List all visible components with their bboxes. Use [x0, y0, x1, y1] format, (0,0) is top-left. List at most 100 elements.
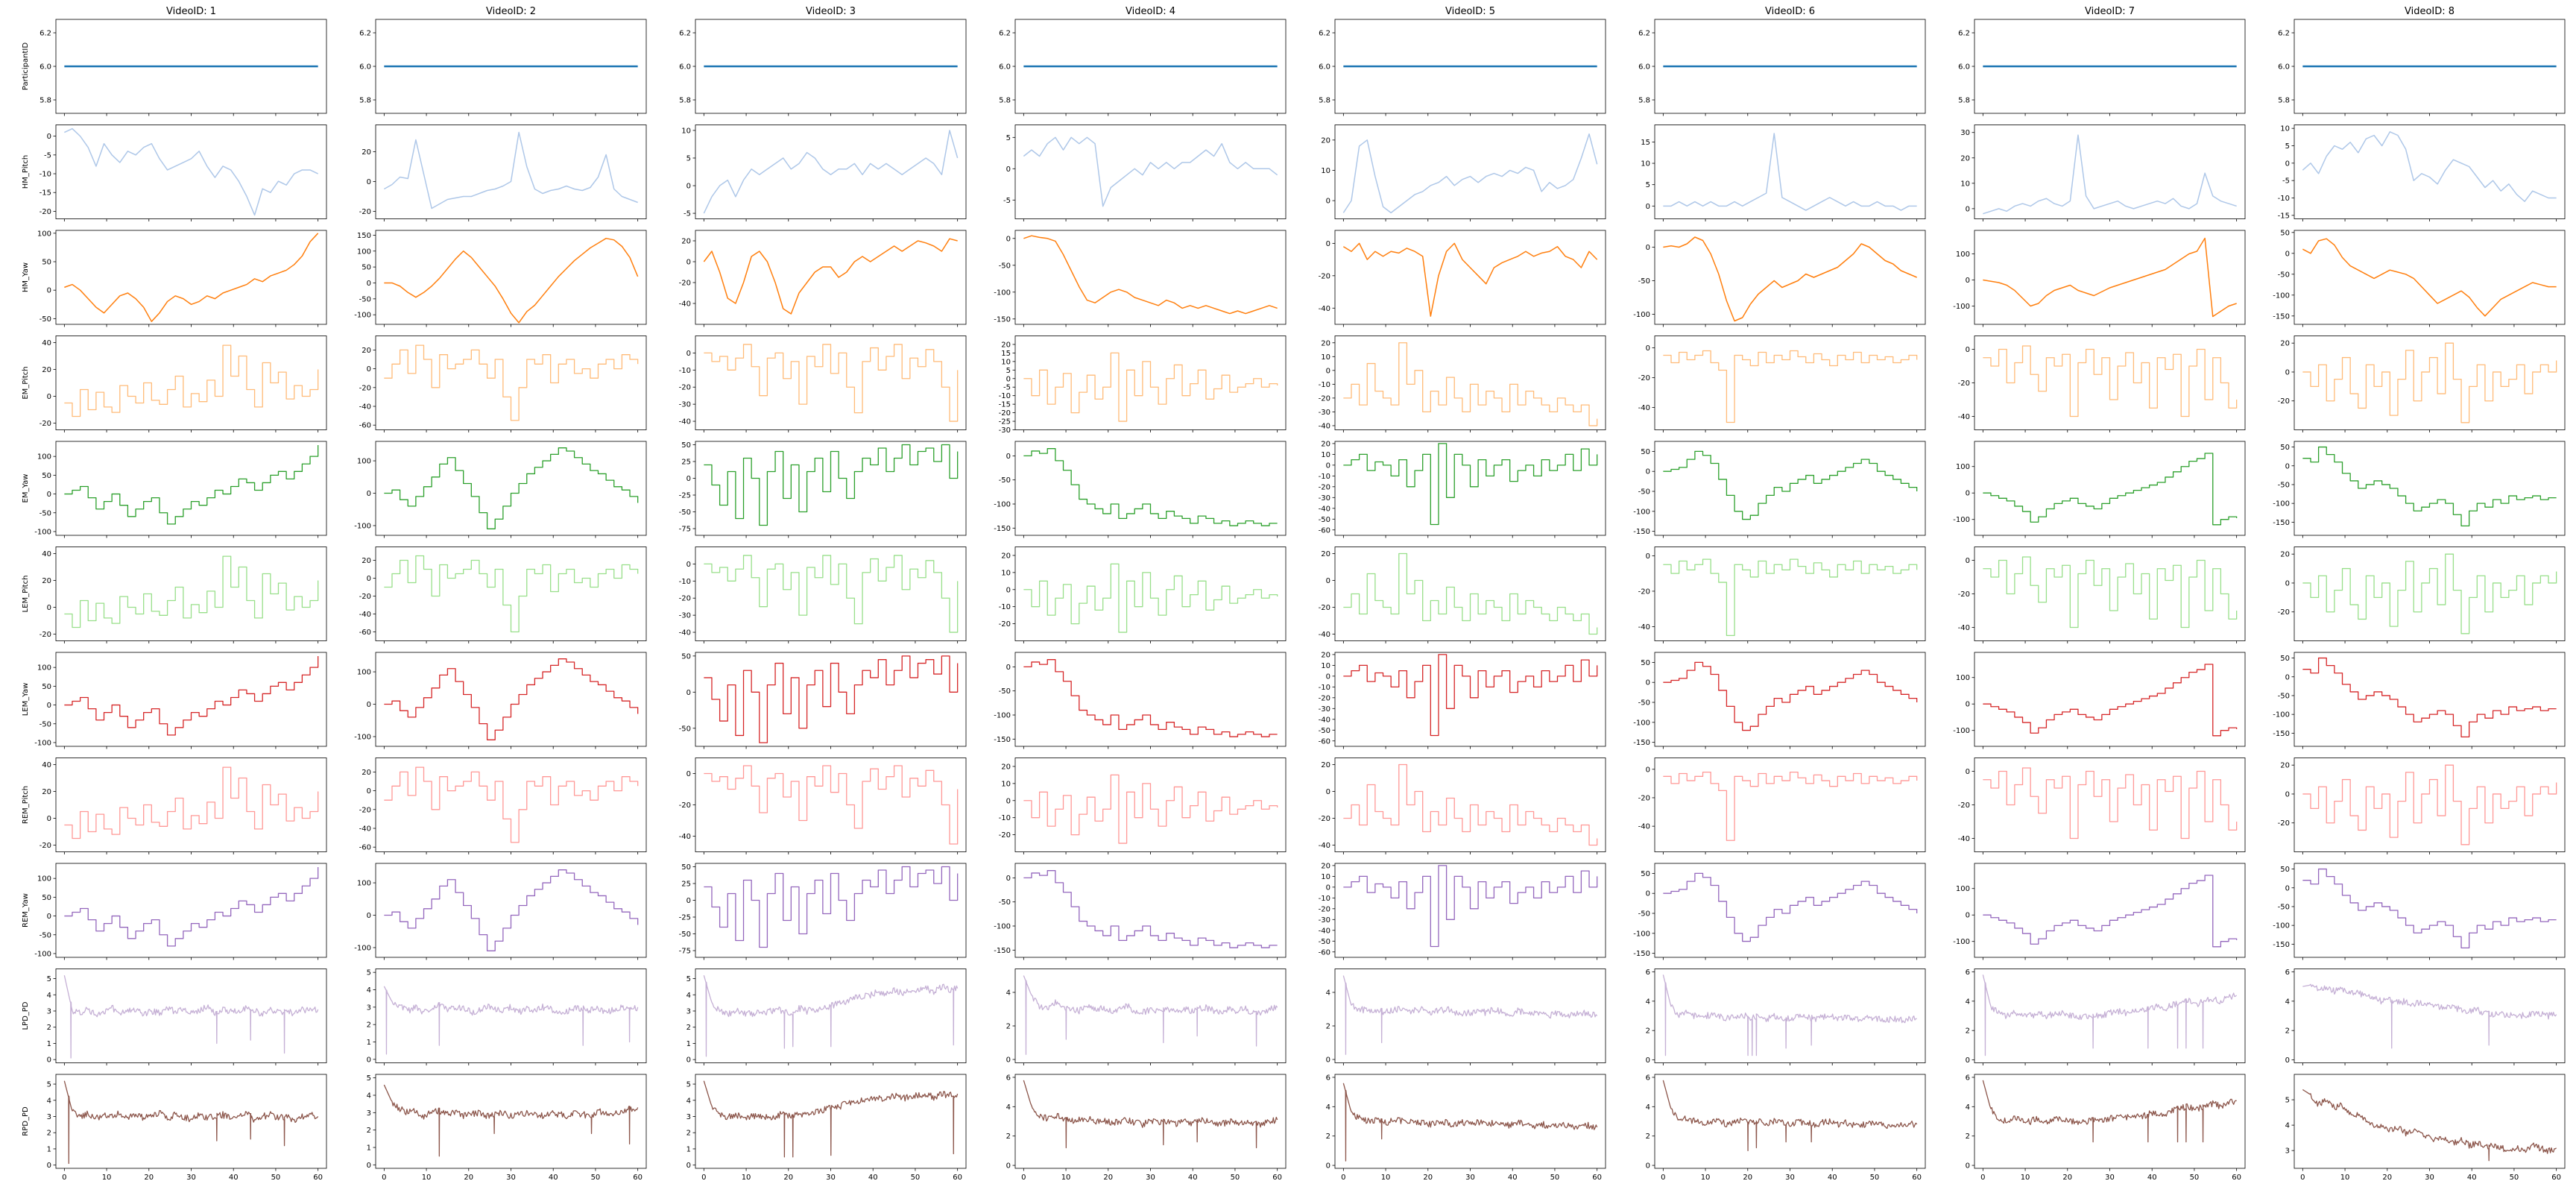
- y-tick-label: -20: [359, 384, 371, 392]
- y-tick-label: 20: [1321, 136, 1330, 145]
- axes-frame: [2294, 863, 2566, 958]
- y-tick-label: 0: [686, 561, 691, 569]
- axes-frame: [375, 1074, 647, 1169]
- y-tick-label: 0: [2285, 250, 2290, 258]
- subplot-hm-pitch-video-3: 10 5 0 -5: [681, 125, 967, 221]
- y-tick-label: -100: [2273, 500, 2290, 508]
- row-label: RPD_PD: [22, 1106, 30, 1136]
- x-tick-label: 60: [1272, 1174, 1282, 1181]
- x-tick-label: 10: [1061, 1174, 1071, 1181]
- y-tick-label: -50: [2278, 903, 2290, 911]
- row-label: LEM_Yaw: [22, 683, 30, 717]
- row-label: HM_Yaw: [22, 262, 30, 292]
- subplot-em-yaw-video-7: 100 0 -100: [1953, 441, 2246, 538]
- axes-frame: [55, 863, 327, 958]
- axes-frame: [1654, 230, 1926, 325]
- y-tick-label: 50: [1641, 870, 1650, 878]
- y-tick-label: -30: [1319, 409, 1330, 417]
- y-tick-label: 0: [2285, 673, 2290, 681]
- subplot-em-yaw-video-5: 20 10 0 -10 -20 -30 -40 -50 -60: [1319, 440, 1606, 538]
- series-line: [1983, 556, 2238, 629]
- y-tick-label: 0: [1326, 788, 1330, 796]
- y-tick-label: 6.2: [999, 30, 1011, 38]
- subplot-em-pitch-video-6: 0 -20 -40: [1638, 336, 1926, 432]
- x-tick-label: 20: [144, 1174, 154, 1181]
- y-tick-label: -75: [679, 948, 691, 956]
- y-tick-label: 4: [686, 992, 691, 1000]
- axes-frame: [375, 863, 647, 958]
- series-line: [1663, 236, 1917, 322]
- y-tick-label: 2: [1966, 1133, 1970, 1141]
- series-line: [1982, 1080, 2237, 1143]
- series-line: [64, 656, 319, 736]
- subplot-em-pitch-video-5: 20 10 0 -10 -20 -30 -40: [1319, 336, 1606, 432]
- x-tick-label: 20: [1743, 1174, 1752, 1181]
- y-tick-label: -40: [1319, 842, 1330, 850]
- series-line: [1983, 453, 2238, 526]
- subplot-rem-pitch-video-4: 20 10 0 -10 -20: [999, 758, 1287, 854]
- column-title: VideoID: 1: [166, 6, 216, 17]
- y-tick-label: 20: [42, 366, 51, 374]
- subplot-participantid-video-8: 5.8 6.0 6.2 VideoID: 8: [2278, 6, 2566, 116]
- y-tick-label: 0: [1326, 1056, 1330, 1065]
- axes-frame: [55, 441, 327, 536]
- x-tick-label: 30: [1785, 1174, 1795, 1181]
- subplot-hm-pitch-video-6: 15 10 5 0: [1641, 125, 1926, 221]
- axes-frame: [1014, 125, 1287, 219]
- subplot-hm-pitch-video-2: 20 0 -20: [359, 125, 647, 221]
- series-line: [1023, 235, 1278, 315]
- y-tick-label: -50: [679, 930, 691, 939]
- y-tick-label: -10: [2278, 195, 2290, 203]
- subplot-em-yaw-video-3: 50 25 0 -25 -50 -75: [679, 441, 967, 538]
- y-tick-label: -100: [354, 522, 371, 530]
- y-tick-label: -40: [1958, 624, 1970, 632]
- axes-frame: [2294, 758, 2566, 852]
- x-tick-label: 50: [591, 1174, 601, 1181]
- y-tick-label: 6.0: [1958, 63, 1970, 72]
- series-line: [1663, 450, 1918, 520]
- x-tick-label: 0: [2300, 1174, 2305, 1181]
- series-line: [704, 765, 959, 845]
- y-tick-label: 4: [2285, 998, 2290, 1006]
- y-tick-label: 25: [681, 459, 691, 467]
- subplot-lem-yaw-video-2: 100 0 -100: [354, 652, 647, 749]
- series-line: [384, 658, 639, 740]
- y-tick-label: 4: [367, 1092, 371, 1100]
- axes-frame: [1334, 863, 1606, 958]
- y-tick-label: 6.0: [1638, 63, 1650, 72]
- y-tick-label: 10: [1321, 353, 1330, 362]
- subplot-participantid-video-6: 5.8 6.0 6.2 VideoID: 6: [1638, 6, 1926, 116]
- subplot-rem-pitch-video-6: 0 -20 -40: [1638, 758, 1926, 854]
- y-tick-label: 5: [47, 975, 51, 983]
- subplot-lpd-pd-video-1: 5 4 3 2 1 0 LPD_PD: [22, 969, 327, 1065]
- y-tick-label: -20: [1319, 272, 1330, 280]
- y-tick-label: 0: [47, 133, 51, 141]
- axes-frame: [55, 336, 327, 430]
- y-tick-label: -10: [679, 367, 691, 375]
- series-line: [384, 447, 639, 529]
- y-tick-label: 50: [2280, 866, 2290, 874]
- y-tick-label: 6.0: [999, 63, 1011, 72]
- y-tick-label: 3: [686, 1113, 691, 1121]
- y-tick-label: -100: [34, 950, 51, 958]
- x-tick-label: 60: [633, 1174, 643, 1181]
- y-tick-label: 0: [367, 280, 371, 288]
- y-tick-label: 50: [1641, 659, 1650, 667]
- y-tick-label: 20: [1960, 154, 1970, 163]
- series-line: [383, 986, 639, 1055]
- y-tick-label: 5: [2285, 142, 2290, 151]
- y-tick-label: 0: [2285, 790, 2290, 799]
- y-tick-label: 0: [2285, 1056, 2290, 1065]
- y-tick-label: -100: [34, 528, 51, 536]
- y-tick-label: -100: [2273, 922, 2290, 930]
- row-label: ParticipantID: [22, 42, 30, 90]
- subplot-em-pitch-video-7: 0 -20 -40: [1958, 336, 2246, 432]
- y-tick-label: -100: [2273, 711, 2290, 719]
- x-tick-label: 20: [2382, 1174, 2392, 1181]
- y-tick-label: 0: [686, 689, 691, 697]
- axes-frame: [1974, 969, 2246, 1063]
- y-tick-label: -20: [1958, 590, 1970, 599]
- y-tick-label: 6.2: [40, 30, 51, 38]
- y-tick-label: 2: [1326, 1023, 1330, 1031]
- y-tick-label: -20: [2278, 397, 2290, 406]
